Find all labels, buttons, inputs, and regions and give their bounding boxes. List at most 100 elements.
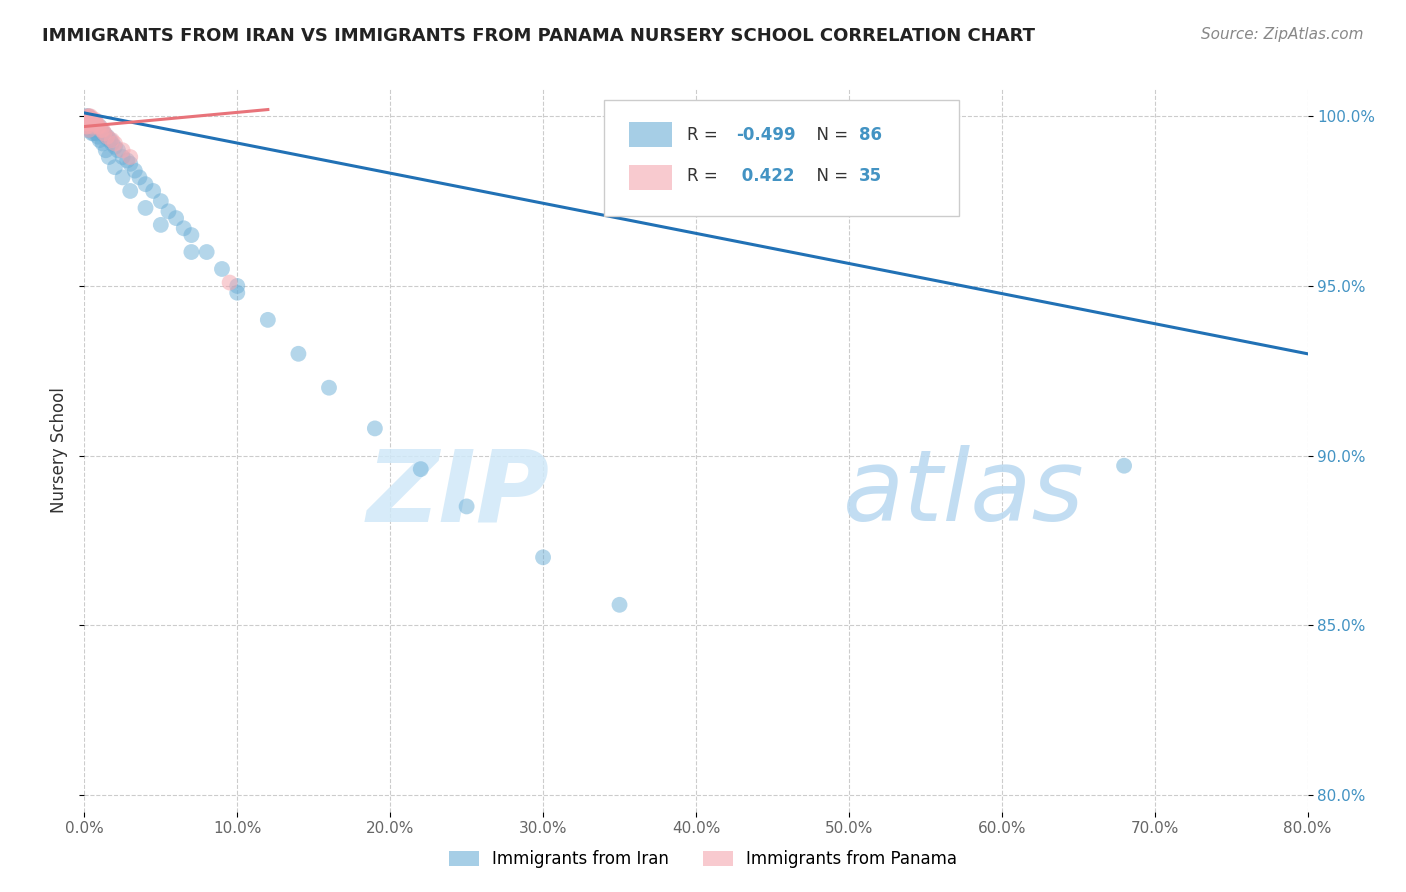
Text: -0.499: -0.499 [737, 126, 796, 144]
Text: N =: N = [806, 126, 853, 144]
Point [79, 116, 101, 130]
Point [96, 129, 118, 144]
Point [80, 120, 103, 134]
Point [77, 123, 100, 137]
Point [80, 116, 103, 130]
Point [101, 136, 124, 151]
Text: R =: R = [688, 126, 724, 144]
Point [75, 120, 97, 134]
Point [86, 126, 108, 140]
Point [89, 133, 111, 147]
Point [76, 120, 98, 134]
Point [80, 120, 103, 134]
Point [75, 112, 97, 127]
Point [91, 126, 114, 140]
Point [135, 201, 157, 215]
Point [83, 116, 105, 130]
Point [111, 170, 134, 185]
Point [157, 204, 180, 219]
Point [76, 116, 98, 130]
Point [75, 116, 97, 130]
Text: N =: N = [806, 167, 853, 185]
Point [91, 136, 114, 151]
Point [83, 120, 105, 134]
Point [79, 112, 101, 127]
Point [86, 116, 108, 130]
Point [75, 116, 97, 130]
Point [128, 170, 150, 185]
Point [76, 120, 98, 134]
Point [91, 123, 114, 137]
Point [83, 116, 105, 130]
Point [94, 143, 117, 157]
Point [84, 120, 107, 134]
Point [142, 184, 165, 198]
Point [318, 381, 340, 395]
Point [364, 421, 387, 435]
Point [84, 116, 107, 130]
Point [124, 163, 146, 178]
Point [80, 112, 103, 127]
FancyBboxPatch shape [628, 165, 672, 190]
Point [77, 112, 100, 127]
Point [87, 123, 110, 137]
FancyBboxPatch shape [628, 121, 672, 147]
Point [79, 120, 101, 134]
Point [609, 598, 631, 612]
FancyBboxPatch shape [605, 100, 959, 216]
Point [79, 116, 101, 130]
Point [77, 116, 100, 130]
Point [111, 150, 134, 164]
Point [165, 211, 187, 226]
Point [83, 120, 105, 134]
Text: Source: ZipAtlas.com: Source: ZipAtlas.com [1201, 27, 1364, 42]
Point [77, 116, 100, 130]
Point [90, 123, 112, 137]
Point [79, 123, 101, 137]
Point [107, 143, 129, 157]
Point [97, 133, 120, 147]
Point [77, 120, 100, 134]
Point [87, 129, 110, 144]
Point [86, 120, 108, 134]
Text: atlas: atlas [842, 445, 1084, 542]
Y-axis label: Nursery School: Nursery School [49, 387, 67, 514]
Point [111, 143, 134, 157]
Point [80, 112, 103, 127]
Point [75, 120, 97, 134]
Point [80, 126, 103, 140]
Point [77, 116, 100, 130]
Point [226, 279, 249, 293]
Point [77, 123, 100, 137]
Point [75, 109, 97, 123]
Point [211, 262, 233, 277]
Point [94, 129, 117, 144]
Point [79, 109, 101, 123]
Point [456, 500, 478, 514]
Point [77, 112, 100, 127]
Point [409, 462, 432, 476]
Point [531, 550, 554, 565]
Text: ZIP: ZIP [366, 445, 550, 542]
Point [149, 194, 172, 208]
Point [180, 228, 202, 243]
Point [77, 109, 100, 123]
Point [83, 126, 105, 140]
Point [135, 177, 157, 191]
Point [84, 123, 107, 137]
Point [120, 150, 142, 164]
Point [80, 116, 103, 130]
Point [218, 276, 240, 290]
Point [90, 123, 112, 137]
Point [79, 116, 101, 130]
Point [96, 129, 118, 144]
Point [84, 112, 107, 127]
Point [76, 112, 98, 127]
Point [226, 285, 249, 300]
Point [77, 109, 100, 123]
Point [76, 116, 98, 130]
Text: R =: R = [688, 167, 724, 185]
Point [120, 184, 142, 198]
Point [93, 126, 115, 140]
Text: 86: 86 [859, 126, 882, 144]
